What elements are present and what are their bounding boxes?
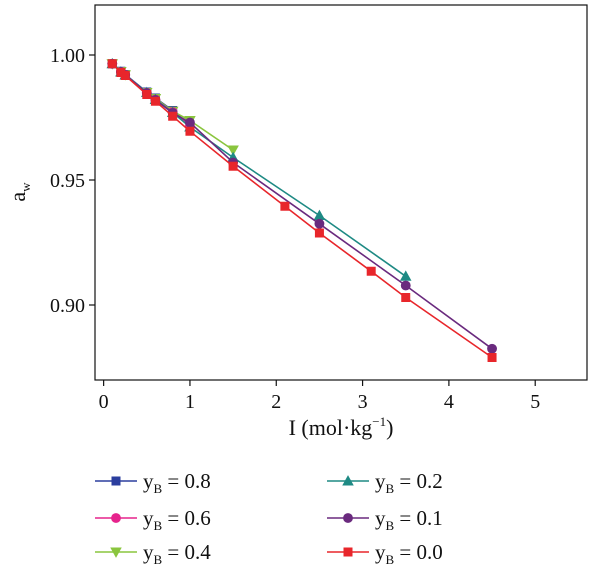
series-1 [106,57,412,281]
x-axis-title: I (mol·kg−1) [289,414,394,440]
legend-label-main: y [143,469,154,493]
data-point [120,71,130,81]
y-axis-title-sub: w [18,182,33,192]
legend-label: yB = 0.0 [375,540,443,567]
legend-label: yB = 0.2 [375,469,443,496]
legend-marker [342,475,354,486]
legend-label-value: = 0.8 [162,469,211,493]
legend-marker [111,513,121,523]
data-point [150,96,160,106]
data-point [399,270,412,281]
y-axis: 0.90 0.95 1.00 [50,45,95,317]
legend-label-value: = 0.6 [162,506,211,530]
x-tick-label: 3 [358,391,368,413]
y-tick-label: 0.90 [50,295,85,317]
x-axis: 0 1 2 3 4 5 [99,380,540,413]
x-tick-label: 1 [185,391,195,413]
data-point [168,111,178,121]
legend-item: yB = 0.2 [327,469,443,496]
legend-label-value: = 0.1 [394,506,443,530]
data-point [228,161,238,171]
data-point [314,218,325,229]
x-axis-title-sup: −1 [372,414,386,429]
data-point [185,126,195,136]
data-point [313,209,326,220]
legend-label-value: = 0.4 [162,540,211,564]
legend: yB = 0.8 yB = 0.2yB = 0.6 yB = 0.1yB = 0.4… [95,469,443,567]
y-axis-title-main: a [5,192,30,202]
legend-label-main: y [143,540,154,564]
y-tick-label: 1.00 [50,45,85,67]
legend-marker [343,547,353,557]
x-axis-title-main: I (mol·kg [289,415,373,440]
legend-label-sub: B [154,481,163,496]
legend-label-sub: B [154,552,163,567]
legend-label-main: y [375,506,386,530]
legend-item: yB = 0.0 [327,540,443,567]
x-tick-label: 0 [99,391,109,413]
data-point [400,280,411,291]
legend-marker [110,547,122,558]
series-layer [106,57,497,362]
legend-label-sub: B [386,481,395,496]
data-point [401,292,411,302]
legend-label-main: y [143,506,154,530]
legend-item: yB = 0.4 [95,540,211,567]
legend-label-value: = 0.2 [394,469,443,493]
data-point [366,266,376,276]
series-5 [107,59,497,362]
legend-label: yB = 0.6 [143,506,211,533]
legend-marker [343,513,353,523]
legend-label-value: = 0.0 [394,540,443,564]
legend-label-sub: B [386,518,395,533]
legend-item: yB = 0.1 [327,506,443,533]
series-3 [107,58,497,354]
legend-label-sub: B [386,552,395,567]
legend-label: yB = 0.1 [375,506,443,533]
legend-label-main: y [375,469,386,493]
data-point [185,117,195,128]
legend-label: yB = 0.4 [143,540,211,567]
y-axis-title: aw [5,182,33,202]
y-tick-label: 0.95 [50,170,85,192]
data-point [107,59,117,69]
data-point [227,145,239,156]
x-tick-label: 2 [271,391,281,413]
data-point [142,90,152,100]
legend-label: yB = 0.8 [143,469,211,496]
legend-label-sub: B [154,518,163,533]
x-tick-label: 4 [444,391,454,413]
plot-frame [94,4,588,381]
data-point [487,352,497,362]
data-point [314,228,324,238]
legend-marker [111,476,121,486]
data-point [487,343,497,354]
legend-item: yB = 0.6 [95,506,211,533]
x-axis-title-close: ) [386,415,393,440]
x-tick-label: 5 [530,391,540,413]
legend-label-main: y [375,540,386,564]
legend-item: yB = 0.8 [95,469,211,496]
data-point [280,201,290,211]
